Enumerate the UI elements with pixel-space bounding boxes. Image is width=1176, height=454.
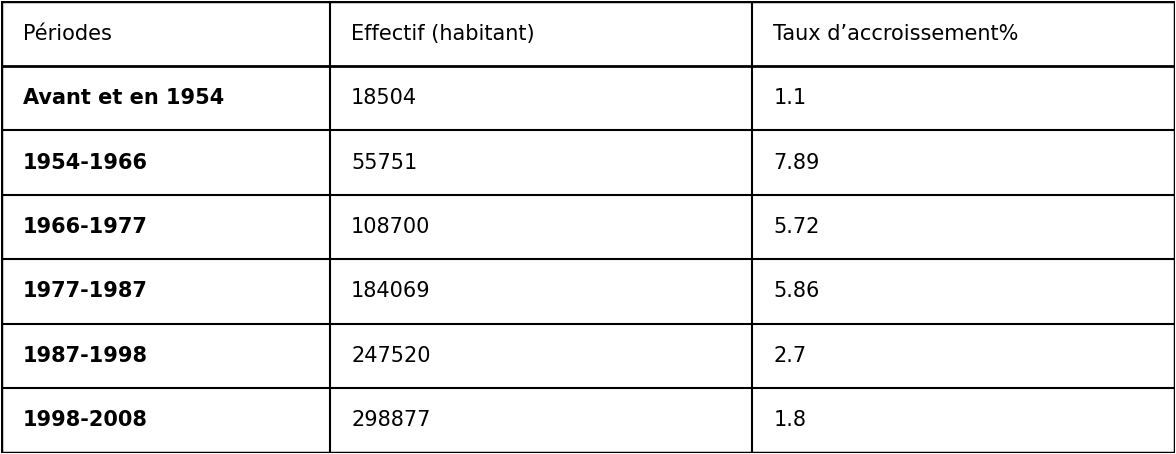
Text: 2.7: 2.7 [774,346,807,366]
Text: 184069: 184069 [350,281,430,301]
Text: 1998-2008: 1998-2008 [22,410,147,430]
Text: 1.8: 1.8 [774,410,807,430]
Text: 298877: 298877 [350,410,430,430]
Text: 108700: 108700 [350,217,430,237]
Text: Taux d’accroissement%: Taux d’accroissement% [774,24,1018,44]
Text: Effectif (habitant): Effectif (habitant) [350,24,535,44]
Text: 7.89: 7.89 [774,153,820,173]
Text: 1977-1987: 1977-1987 [22,281,147,301]
Text: 1966-1977: 1966-1977 [22,217,147,237]
Text: 1954-1966: 1954-1966 [22,153,147,173]
Text: 5.86: 5.86 [774,281,820,301]
Text: 1987-1998: 1987-1998 [22,346,147,366]
Text: Périodes: Périodes [22,24,112,44]
Text: 55751: 55751 [350,153,417,173]
Text: 5.72: 5.72 [774,217,820,237]
Text: 18504: 18504 [350,88,417,108]
Text: 1.1: 1.1 [774,88,807,108]
Text: Avant et en 1954: Avant et en 1954 [22,88,223,108]
Text: 247520: 247520 [350,346,430,366]
